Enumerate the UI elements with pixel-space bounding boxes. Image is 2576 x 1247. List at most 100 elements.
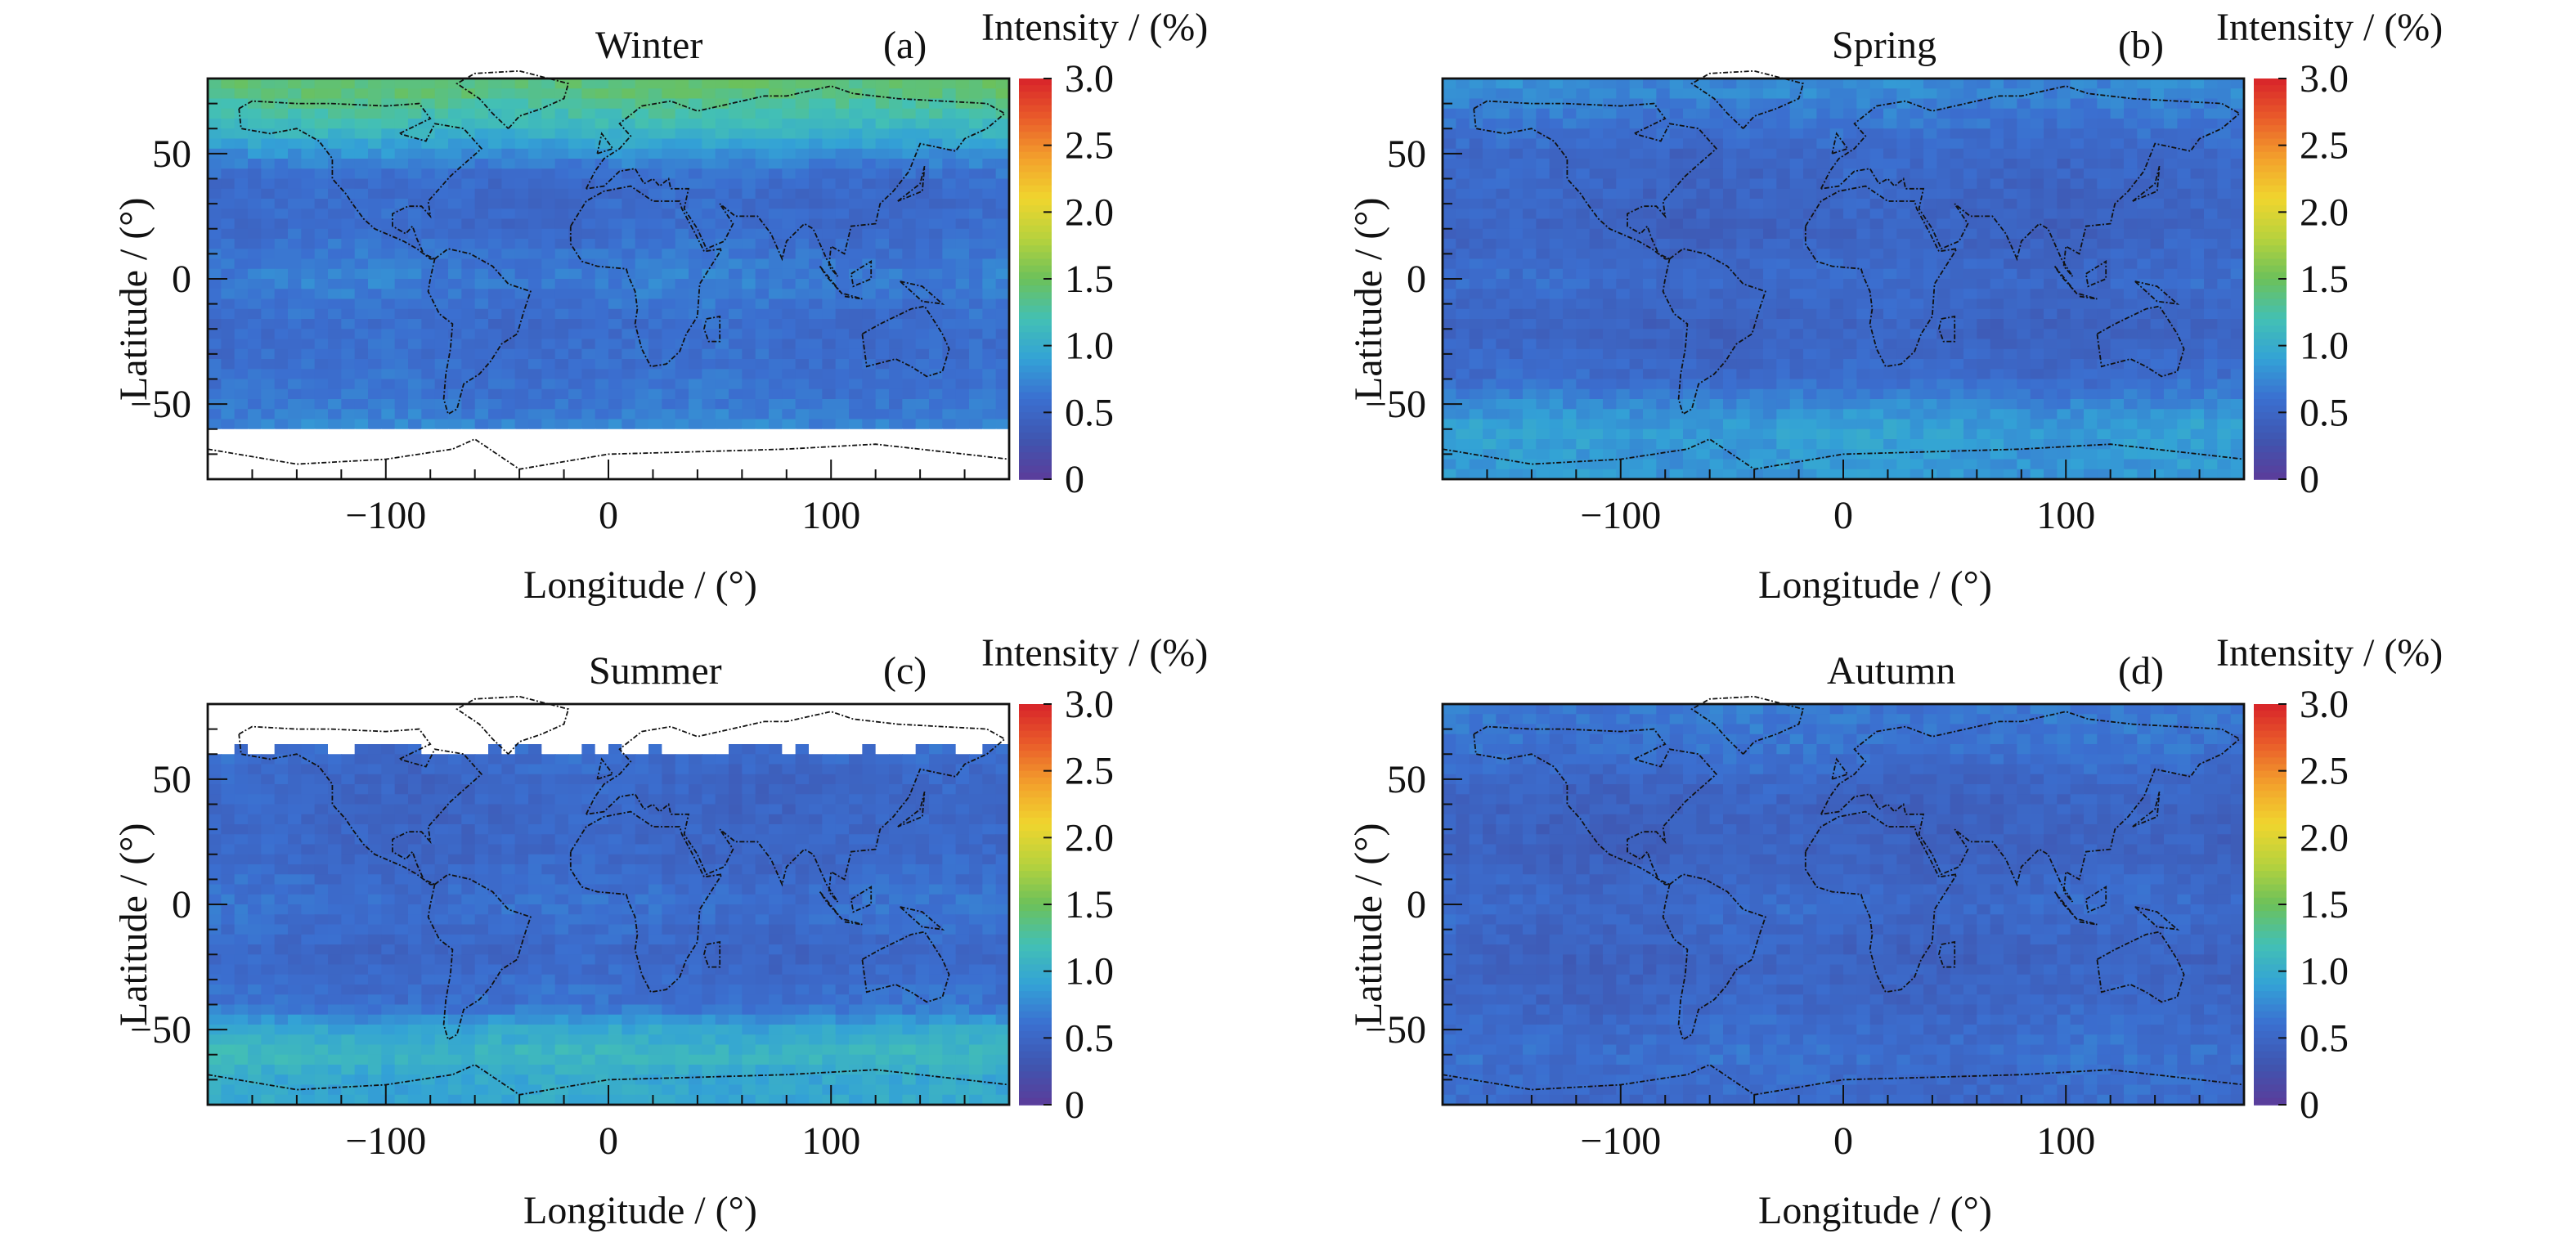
heatmap-cell — [929, 348, 944, 360]
heatmap-cell — [421, 369, 436, 380]
heatmap-cell — [1963, 419, 1978, 430]
heatmap-cell — [1643, 298, 1658, 310]
heatmap-cell — [408, 148, 423, 159]
heatmap-cell — [755, 369, 770, 380]
heatmap-cell — [1723, 78, 1738, 90]
heatmap-cell — [1683, 308, 1698, 320]
heatmap-cell — [1923, 409, 1938, 420]
heatmap-cell — [1589, 218, 1604, 230]
heatmap-cell — [769, 409, 783, 420]
heatmap-cell — [1683, 359, 1698, 370]
heatmap-cell — [648, 469, 663, 480]
heatmap-cell — [729, 348, 743, 360]
heatmap-cell — [1709, 359, 1724, 370]
heatmap-cell — [461, 279, 476, 290]
heatmap-cell — [514, 98, 529, 110]
heatmap-cell — [1536, 249, 1551, 260]
heatmap-cell — [915, 98, 930, 110]
heatmap-cell — [488, 409, 503, 420]
heatmap-cell — [622, 228, 636, 240]
heatmap-cell — [2110, 268, 2125, 280]
heatmap-cell — [248, 298, 263, 310]
heatmap-cell — [1696, 279, 1711, 290]
heatmap-cell — [2004, 268, 2018, 280]
heatmap-cell — [274, 168, 289, 180]
heatmap-cell — [929, 379, 944, 390]
heatmap-cell — [501, 409, 516, 420]
heatmap-cell — [1656, 409, 1671, 420]
heatmap-cell — [622, 268, 636, 280]
heatmap-cell — [2017, 168, 2031, 180]
heatmap-cell — [368, 209, 383, 220]
heatmap-cell — [221, 98, 236, 110]
heatmap-cell — [1696, 369, 1711, 380]
heatmap-cell — [1696, 159, 1711, 170]
heatmap-cell — [1509, 359, 1524, 370]
heatmap-cell — [1696, 319, 1711, 330]
heatmap-cell — [608, 168, 623, 180]
heatmap-cell — [528, 148, 543, 159]
heatmap-cell — [2217, 419, 2232, 430]
heatmap-cell — [1563, 119, 1577, 130]
heatmap-cell — [434, 98, 449, 110]
heatmap-cell — [1456, 369, 1470, 380]
heatmap-cell — [1843, 279, 1858, 290]
heatmap-cell — [1603, 419, 1618, 430]
heatmap-cell — [1456, 268, 1470, 280]
heatmap-cell — [782, 449, 797, 460]
heatmap-cell — [608, 98, 623, 110]
heatmap-cell — [328, 119, 343, 130]
heatmap-cell — [822, 329, 837, 340]
heatmap-cell — [1483, 188, 1497, 200]
heatmap-cell — [1763, 168, 1778, 180]
axis-ticks — [1442, 78, 2245, 480]
heatmap-cell — [568, 279, 583, 290]
heatmap-cell — [1990, 379, 2004, 390]
heatmap-cell — [1669, 108, 1684, 119]
heatmap-cell — [1776, 88, 1791, 100]
heatmap-cell — [528, 108, 543, 119]
heatmap-cell — [915, 188, 930, 200]
heatmap-cell — [328, 329, 343, 340]
heatmap-cell — [1883, 279, 1898, 290]
heatmap-cell — [2110, 258, 2125, 270]
heatmap-cell — [822, 199, 837, 210]
heatmap-cell — [849, 348, 864, 360]
heatmap-cell — [421, 188, 436, 200]
heatmap-cell — [461, 159, 476, 170]
heatmap-cell — [622, 428, 636, 440]
heatmap-cell — [662, 128, 676, 140]
heatmap-cell — [995, 298, 1010, 310]
heatmap-cell — [514, 199, 529, 210]
heatmap-cell — [1803, 359, 1818, 370]
heatmap-cell — [541, 188, 556, 200]
heatmap-cell — [1883, 348, 1898, 360]
heatmap-cell — [969, 289, 984, 300]
heatmap-cell — [608, 268, 623, 280]
heatmap-cell — [2084, 159, 2098, 170]
heatmap-cell — [849, 168, 864, 180]
heatmap-cell — [2030, 178, 2044, 190]
heatmap-cell — [1709, 239, 1724, 250]
heatmap-cell — [1496, 228, 1510, 240]
heatmap-cell — [1656, 199, 1671, 210]
heatmap-cell — [501, 88, 516, 100]
heatmap-cell — [461, 459, 476, 470]
heatmap-cell — [314, 449, 329, 460]
heatmap-cell — [1803, 98, 1818, 110]
heatmap-cell — [2230, 138, 2245, 150]
heatmap-cell — [1536, 388, 1551, 400]
heatmap-cell — [849, 308, 864, 320]
heatmap-cell — [875, 339, 890, 350]
heatmap-cell — [301, 279, 316, 290]
heatmap-cell — [2030, 228, 2044, 240]
heatmap-cell — [581, 188, 596, 200]
colorbar-segment — [1019, 372, 1052, 380]
heatmap-cell — [702, 178, 716, 190]
heatmap-cell — [1763, 148, 1778, 159]
heatmap-cell — [1963, 359, 1978, 370]
heatmap-cell — [1549, 298, 1564, 310]
heatmap-cell — [862, 428, 877, 440]
heatmap-cell — [1896, 168, 1911, 180]
heatmap-cell — [1456, 298, 1470, 310]
